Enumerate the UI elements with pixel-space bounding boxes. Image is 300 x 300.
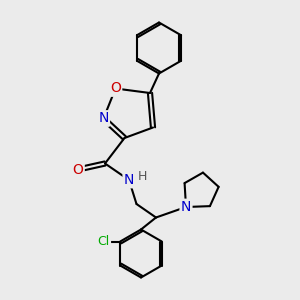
- Text: N: N: [181, 200, 191, 214]
- Text: N: N: [98, 112, 109, 125]
- Text: H: H: [138, 170, 147, 184]
- Text: N: N: [124, 173, 134, 187]
- Text: Cl: Cl: [98, 235, 110, 248]
- Text: O: O: [110, 82, 121, 95]
- Text: O: O: [73, 163, 83, 176]
